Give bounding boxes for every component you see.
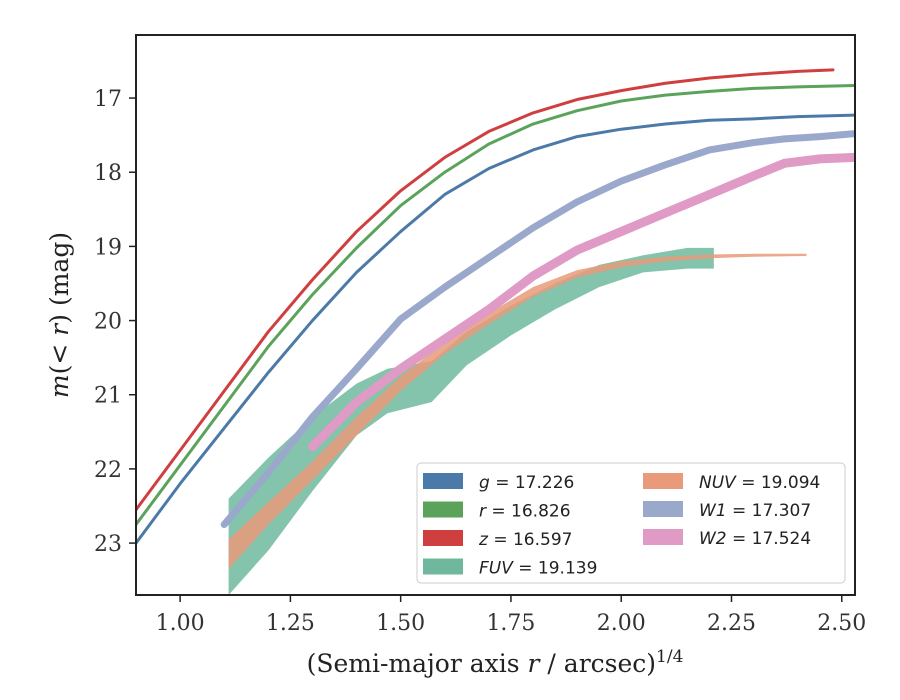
x-tick-label: 1.75 bbox=[486, 611, 535, 636]
y-tick-label: 21 bbox=[94, 384, 122, 409]
legend-label: W2 = 17.524 bbox=[699, 529, 811, 549]
legend-swatch bbox=[423, 473, 463, 489]
y-tick-label: 18 bbox=[94, 161, 122, 186]
legend-swatch bbox=[423, 558, 463, 575]
x-axis-title: (Semi-major axis r / arcsec)1/4 bbox=[307, 647, 684, 678]
y-tick-label: 17 bbox=[94, 87, 122, 112]
x-tick-label: 2.00 bbox=[597, 611, 646, 636]
series-layer bbox=[136, 68, 855, 595]
y-axis: 17 18 19 20 21 22 23 bbox=[94, 87, 136, 557]
series-line-g bbox=[136, 113, 855, 545]
series-band-FUV bbox=[228, 247, 714, 595]
y-tick-label: 23 bbox=[94, 532, 122, 557]
series-line-r bbox=[136, 83, 855, 527]
series-line-z bbox=[136, 68, 835, 512]
x-tick-label: 1.00 bbox=[156, 611, 205, 636]
x-tick-label: 2.50 bbox=[817, 611, 866, 636]
legend-swatch bbox=[423, 501, 463, 518]
legend-swatch bbox=[423, 530, 463, 546]
plot-frame bbox=[135, 34, 856, 596]
x-tick-label: 2.25 bbox=[707, 611, 756, 636]
legend-label: r = 16.826 bbox=[479, 502, 571, 522]
legend-label: NUV = 19.094 bbox=[699, 473, 820, 493]
series-line-W1 bbox=[220, 130, 855, 529]
legend-box bbox=[416, 462, 846, 584]
legend: g = 17.226 r = 16.826 z = 16.597 FUV = 19.1… bbox=[416, 462, 846, 584]
y-tick-label: 22 bbox=[94, 458, 122, 483]
legend-label: z = 16.597 bbox=[478, 530, 572, 550]
x-tick-label: 1.25 bbox=[266, 611, 315, 636]
y-axis-title: m(< r) (mag) bbox=[45, 232, 74, 398]
x-tick-label: 1.50 bbox=[376, 611, 425, 636]
x-axis: 1.00 1.25 1.50 1.75 2.00 2.25 2.50 bbox=[156, 595, 866, 636]
legend-swatch bbox=[643, 501, 683, 517]
legend-swatch bbox=[643, 473, 683, 489]
y-tick-label: 19 bbox=[94, 235, 122, 260]
legend-label: FUV = 19.139 bbox=[479, 559, 597, 579]
series-line-W2 bbox=[307, 152, 855, 452]
y-tick-label: 20 bbox=[94, 310, 122, 335]
legend-label: W1 = 17.307 bbox=[699, 501, 811, 521]
legend-label: g = 17.226 bbox=[479, 473, 574, 493]
legend-swatch bbox=[643, 529, 683, 545]
